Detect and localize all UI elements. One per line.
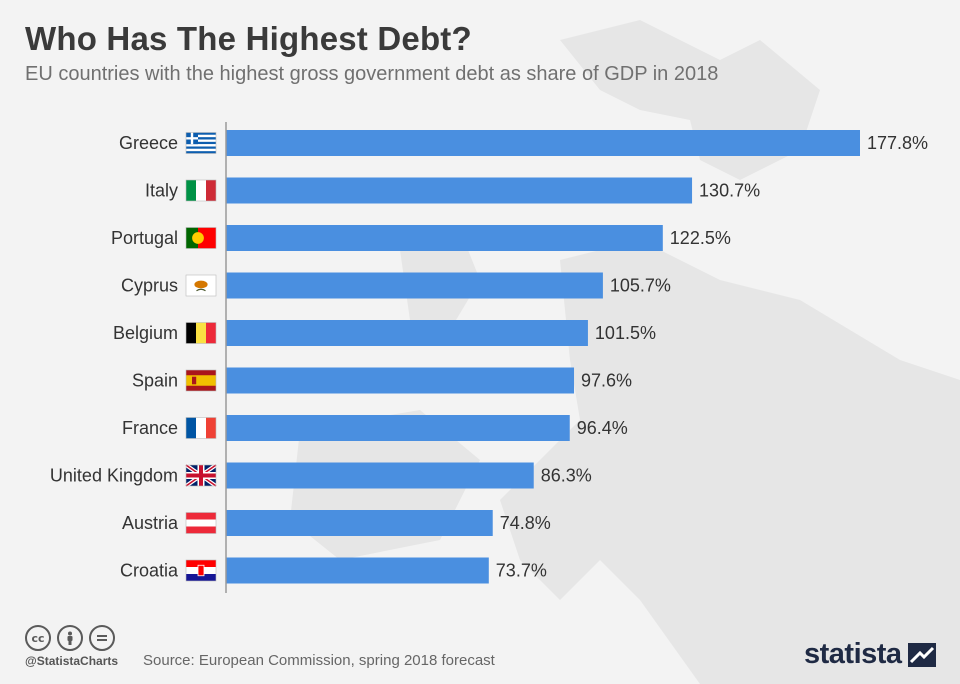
category-label: Belgium <box>113 323 178 343</box>
category-label: Cyprus <box>121 276 178 296</box>
value-label: 177.8% <box>867 133 928 153</box>
belgium-flag-icon <box>185 322 217 344</box>
uk-flag-icon <box>184 463 218 488</box>
italy-flag-icon <box>185 179 217 202</box>
bar <box>226 557 489 584</box>
value-label: 97.6% <box>581 371 632 391</box>
category-label: Croatia <box>120 561 179 581</box>
category-label: Portugal <box>111 228 178 248</box>
austria-flag-icon <box>185 512 217 534</box>
value-label: 130.7% <box>699 181 760 201</box>
value-label: 105.7% <box>610 276 671 296</box>
category-label: France <box>122 418 178 438</box>
spain-flag-icon <box>185 369 217 392</box>
bar <box>226 510 493 536</box>
value-label: 96.4% <box>577 418 628 438</box>
value-label: 73.7% <box>496 561 547 581</box>
category-label: Spain <box>132 371 178 391</box>
category-label: Greece <box>119 133 178 153</box>
statista-mark-icon <box>907 642 936 667</box>
twitter-handle[interactable]: @StatistaCharts <box>25 654 119 668</box>
value-label: 122.5% <box>670 228 731 248</box>
chart-subtitle: EU countries with the highest gross gove… <box>25 63 719 85</box>
category-label: Italy <box>145 181 178 201</box>
statista-logo[interactable]: statista <box>804 638 936 671</box>
cc-icon: cc <box>25 625 51 651</box>
greece-flag-icon <box>185 132 217 154</box>
bar <box>226 367 575 394</box>
bar <box>226 272 603 299</box>
bar <box>226 320 588 346</box>
croatia-flag-icon <box>185 559 217 582</box>
cyprus-flag-icon <box>185 274 217 297</box>
attribution-icon <box>57 625 83 651</box>
chart-title: Who Has The Highest Debt? <box>25 20 472 57</box>
bar <box>226 177 693 204</box>
bar <box>226 225 663 251</box>
bar <box>226 130 860 156</box>
no-derivatives-icon <box>89 625 115 651</box>
category-label: Austria <box>122 513 179 533</box>
value-label: 101.5% <box>595 323 656 343</box>
logo-text: statista <box>804 638 902 670</box>
bar <box>226 462 534 489</box>
portugal-flag-icon <box>185 227 217 249</box>
bar <box>226 415 570 441</box>
source-note: Source: European Commission, spring 2018… <box>143 652 495 669</box>
value-label: 86.3% <box>541 466 592 486</box>
france-flag-icon <box>185 417 217 439</box>
value-label: 74.8% <box>500 513 551 533</box>
category-label: United Kingdom <box>50 466 178 486</box>
license-icons: cc <box>25 625 115 651</box>
